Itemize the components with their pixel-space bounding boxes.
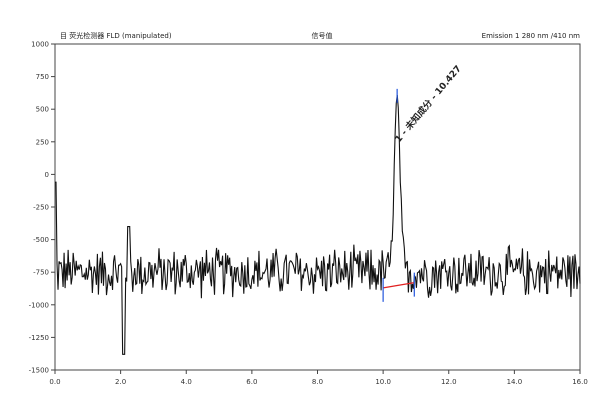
- x-tick-label: 6.0: [246, 378, 257, 386]
- y-tick-label: 1000: [31, 41, 49, 49]
- y-tick-label: 250: [36, 138, 49, 146]
- header-right-label: Emission 1 280 nm /410 nm: [482, 32, 580, 40]
- signal-trace: [55, 94, 581, 355]
- x-tick-label: 12.0: [441, 378, 457, 386]
- x-tick-label: 2.0: [115, 378, 126, 386]
- x-tick-label: 8.0: [312, 378, 323, 386]
- plot-frame: [54, 43, 581, 371]
- x-tick-label: 4.0: [181, 378, 192, 386]
- y-tick-label: 0: [45, 171, 49, 179]
- integration-baseline: [383, 282, 415, 289]
- x-axis: 0.0 2.0 4.0 6.0 8.0 10.0 12.0 14.0 16.0: [49, 370, 588, 386]
- y-tick-label: -500: [33, 236, 49, 244]
- series-layer: [55, 94, 581, 355]
- y-tick-label: -250: [33, 204, 49, 212]
- peak-label: 1 - 未知成分 - 10.427: [392, 63, 464, 145]
- x-tick-label: 16.0: [572, 378, 588, 386]
- x-tick-label: 14.0: [507, 378, 523, 386]
- annotation-layer: 1 - 未知成分 - 10.427: [382, 63, 464, 302]
- x-tick-label: 0.0: [49, 378, 60, 386]
- x-tick-label: 10.0: [375, 378, 391, 386]
- y-axis: 1000 750 500 250 0 -250 -500 -750 -1000 -1250 -150…: [29, 41, 55, 375]
- header-center-label: 信号值: [312, 31, 333, 40]
- y-tick-label: -1500: [29, 367, 49, 375]
- y-tick-label: -750: [33, 269, 49, 277]
- y-tick-label: 500: [36, 106, 49, 114]
- y-tick-label: 750: [36, 73, 49, 81]
- y-tick-label: -1000: [29, 301, 49, 309]
- header-left-label: 目 荧光检测器 FLD (manipulated): [60, 31, 172, 40]
- y-tick-label: -1250: [29, 334, 49, 342]
